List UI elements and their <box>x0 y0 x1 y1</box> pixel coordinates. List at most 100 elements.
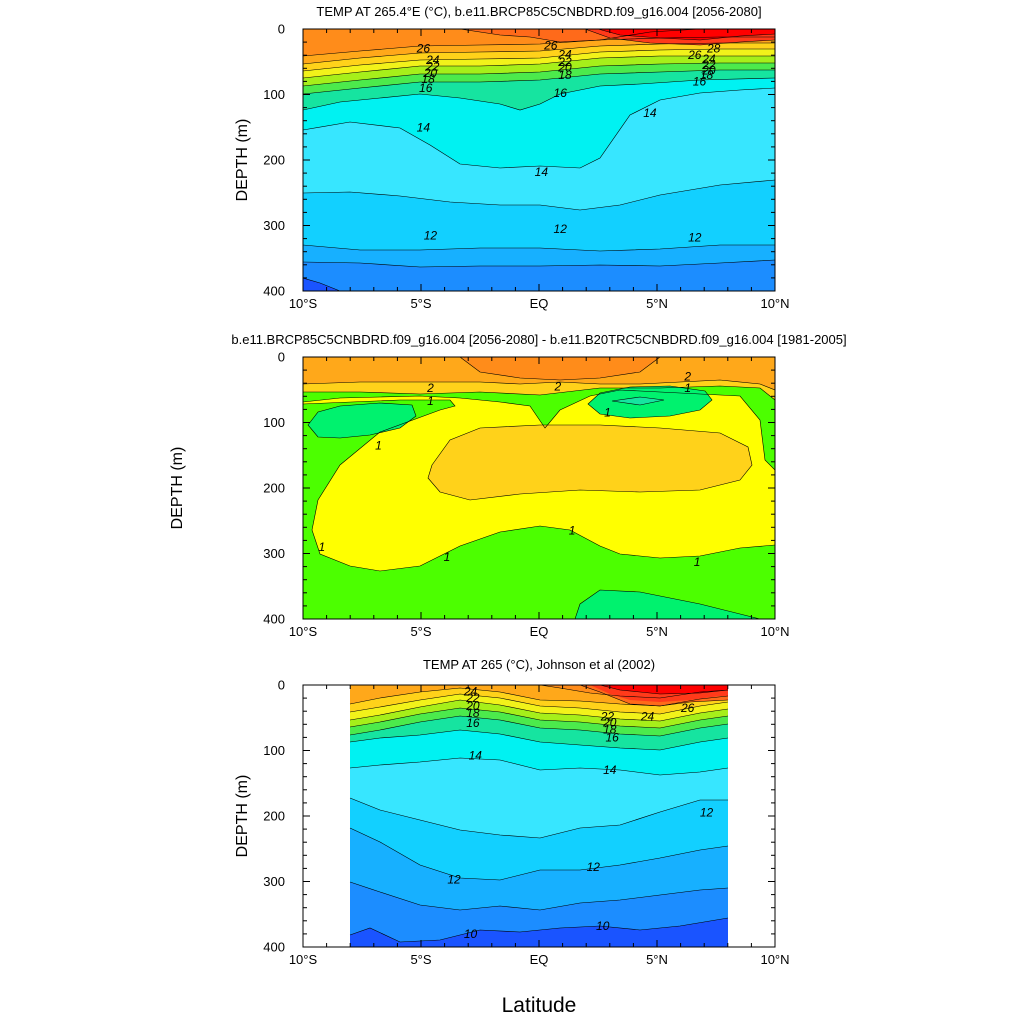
panel-3-contour-line <box>349 715 729 737</box>
contour-label: 20 <box>602 715 617 729</box>
contour-label: 24 <box>640 709 655 723</box>
panel-2-axes: 10°S 5°S EQ 5°N 10°N 0 100 200 300 400 <box>263 350 789 640</box>
panel-1-contour-line <box>303 277 341 291</box>
panel-1-contour-line <box>303 244 775 252</box>
contour-label: 22 <box>465 691 480 705</box>
contour-label: 14 <box>603 763 617 777</box>
panel-1: TEMP AT 265.4°E (°C), b.e11.BRCP85C5CNBD… <box>234 4 790 311</box>
x-tick-label: 5°S <box>410 952 431 967</box>
contour-label: 2 <box>683 370 691 384</box>
panel-2-contour-line <box>307 402 417 439</box>
panel-1-band-28plus <box>598 29 775 40</box>
contour-label: 1 <box>694 555 701 569</box>
panel-1-contour-line <box>597 29 775 41</box>
panel-1-band-below10 <box>303 278 340 291</box>
contour-label: 16 <box>605 730 619 744</box>
panel-3-contour-line <box>349 693 729 715</box>
contour-label: 22 <box>557 55 572 69</box>
panel-3-axes: 10°S 5°S EQ 5°N 10°N 0 100 200 300 400 <box>263 678 789 968</box>
panel-2-contour-line <box>611 396 665 406</box>
contour-label: 18 <box>700 68 714 82</box>
contour-label: 1 <box>569 524 576 538</box>
x-tick-label: 10°S <box>289 296 318 311</box>
contour-label: 1 <box>444 550 451 564</box>
panel-3-contour-line <box>349 797 728 839</box>
contour-label: 22 <box>425 59 440 73</box>
y-tick-label: 200 <box>263 153 285 168</box>
panel-3-contour-line <box>349 917 729 943</box>
panel-2-contour-line <box>303 379 775 391</box>
contour-label: 14 <box>643 106 657 120</box>
x-tick-label: 10°N <box>760 296 789 311</box>
panel-1-contour-line <box>303 87 775 169</box>
panel-3-y-axis-label: DEPTH (m) <box>234 775 251 858</box>
panel-2-band-0to0p5-south <box>575 590 760 619</box>
contour-label: 12 <box>554 222 568 236</box>
y-tick-label: 200 <box>263 481 285 496</box>
panel-1-contour-line <box>303 77 775 111</box>
contour-label: 24 <box>557 48 572 62</box>
contour-label: 12 <box>688 230 702 244</box>
contour-label: 10 <box>464 927 478 941</box>
y-tick-label: 100 <box>263 415 285 430</box>
x-axis-title: Latitude <box>502 994 577 1017</box>
x-tick-label: EQ <box>530 952 549 967</box>
y-tick-label: 0 <box>278 678 285 693</box>
contour-label: 1 <box>427 394 434 408</box>
x-tick-label: 10°S <box>289 624 318 639</box>
contour-label: 20 <box>465 699 480 713</box>
y-tick-label: 300 <box>263 546 285 561</box>
y-tick-label: 0 <box>278 22 285 37</box>
x-tick-label: 5°N <box>646 624 668 639</box>
x-tick-label: EQ <box>530 296 549 311</box>
x-tick-label: 5°S <box>410 624 431 639</box>
panel-2-contour-line <box>303 399 775 572</box>
x-tick-label: 10°N <box>760 624 789 639</box>
panel-2-contour-lines <box>303 357 775 619</box>
panel-2-band-1p5to2-core <box>428 425 752 500</box>
panel-1-contour-line <box>584 29 775 46</box>
panel-1-contour-line <box>303 55 775 79</box>
contour-label: 12 <box>424 228 438 242</box>
y-tick-label: 0 <box>278 350 285 365</box>
y-tick-label: 200 <box>263 809 285 824</box>
contour-label: 20 <box>701 63 716 77</box>
panel-2-contour-line <box>303 385 775 401</box>
contour-label: 24 <box>463 685 478 699</box>
panel-2: b.e11.BRCP85C5CNBDRD.f09_g16.004 [2056-2… <box>169 332 847 639</box>
contour-label: 16 <box>419 81 433 95</box>
panel-2-contour-line <box>574 589 761 619</box>
contour-label: 2 <box>554 379 562 393</box>
panel-3-contour-lines <box>349 685 729 943</box>
contour-label: 26 <box>543 38 558 52</box>
panel-1-contour-line <box>303 48 775 72</box>
panel-3: TEMP AT 265 (°C), Johnson et al (2002) <box>234 657 790 1017</box>
y-tick-label: 400 <box>263 612 285 627</box>
x-tick-label: 5°S <box>410 296 431 311</box>
contour-label: 18 <box>558 68 572 82</box>
y-tick-label: 400 <box>263 940 285 955</box>
panel-3-contour-line <box>349 757 729 776</box>
panel-1-contour-line <box>303 69 775 95</box>
panel-1-contour-line <box>303 62 775 87</box>
y-tick-label: 400 <box>263 284 285 299</box>
y-tick-label: 100 <box>263 87 285 102</box>
x-tick-label: 10°N <box>760 952 789 967</box>
panel-3-contour-line <box>349 687 729 707</box>
x-tick-label: 10°S <box>289 952 318 967</box>
x-tick-label: EQ <box>530 624 549 639</box>
contour-label: 1 <box>684 381 691 395</box>
panel-3-contour-line <box>599 685 729 695</box>
panel-1-axes: 10°S 5°S EQ 5°N 10°N 0 100 200 300 400 <box>263 22 789 312</box>
panel-3-title: TEMP AT 265 (°C), Johnson et al (2002) <box>423 657 655 672</box>
panel-2-contour-line <box>303 389 775 471</box>
panel-3-band-28plus <box>600 685 728 694</box>
contour-label: 2 <box>426 381 434 395</box>
panel-2-y-axis-label: DEPTH (m) <box>169 447 186 530</box>
contour-label: 14 <box>469 749 483 763</box>
panel-1-contour-line <box>303 179 775 211</box>
